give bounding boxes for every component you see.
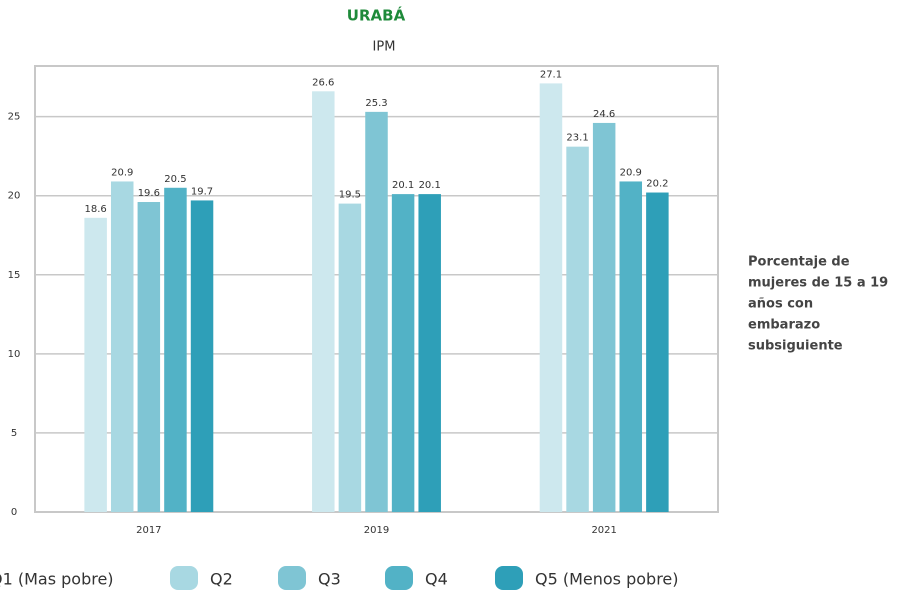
data-label: 23.1 xyxy=(566,133,588,144)
bar xyxy=(566,146,589,512)
data-label: 27.1 xyxy=(540,69,562,80)
data-label: 19.7 xyxy=(191,186,213,197)
bar xyxy=(338,203,362,512)
y-tick-label: 0 xyxy=(11,507,17,518)
data-label: 20.1 xyxy=(392,180,414,191)
annotation: años con xyxy=(748,297,813,312)
legend-swatch xyxy=(278,566,306,590)
legend-label: Q2 xyxy=(210,570,233,589)
x-tick-label: 2019 xyxy=(364,525,389,536)
bar xyxy=(110,181,134,512)
chart-subtitle: IPM xyxy=(373,40,396,55)
legend-label: Q4 xyxy=(425,570,448,589)
legend-label: Q5 (Menos pobre) xyxy=(535,570,679,589)
data-label: 20.9 xyxy=(111,167,133,178)
x-tick-label: 2017 xyxy=(136,525,161,536)
legend-swatch xyxy=(170,566,198,590)
legend-label: Q1 (Mas pobre) xyxy=(0,570,114,589)
y-tick-label: 15 xyxy=(8,270,21,281)
data-label: 19.5 xyxy=(339,190,361,201)
data-label: 24.6 xyxy=(593,109,615,120)
legend-swatch xyxy=(385,566,413,590)
legend-label: Q3 xyxy=(318,570,341,589)
bar xyxy=(365,111,388,513)
data-label: 20.9 xyxy=(620,167,642,178)
y-tick-label: 5 xyxy=(11,428,17,439)
annotation: mujeres de 15 a 19 xyxy=(748,276,888,291)
bar xyxy=(190,200,214,512)
bar xyxy=(539,83,563,513)
data-label: 20.1 xyxy=(419,180,441,191)
bar xyxy=(418,194,441,512)
annotation: subsiguiente xyxy=(748,339,843,354)
data-label: 19.6 xyxy=(138,188,160,199)
y-tick-label: 25 xyxy=(8,112,21,123)
annotation: embarazo xyxy=(748,318,820,333)
chart-title: URABÁ xyxy=(347,6,406,25)
bar xyxy=(312,91,335,512)
x-tick-label: 2021 xyxy=(591,525,616,536)
data-label: 25.3 xyxy=(365,98,387,109)
data-label: 20.2 xyxy=(646,179,668,190)
bar xyxy=(619,181,643,512)
data-label: 20.5 xyxy=(164,174,186,185)
bar xyxy=(592,122,616,513)
y-tick-label: 10 xyxy=(8,349,21,360)
bar xyxy=(164,187,187,512)
bar xyxy=(646,192,669,512)
y-tick-label: 20 xyxy=(8,191,21,202)
legend-swatch xyxy=(495,566,523,590)
bar xyxy=(391,194,415,512)
data-label: 18.6 xyxy=(85,204,107,215)
data-label: 26.6 xyxy=(312,77,334,88)
bar xyxy=(84,217,107,513)
annotation: Porcentaje de xyxy=(748,255,850,270)
bar xyxy=(137,202,161,512)
